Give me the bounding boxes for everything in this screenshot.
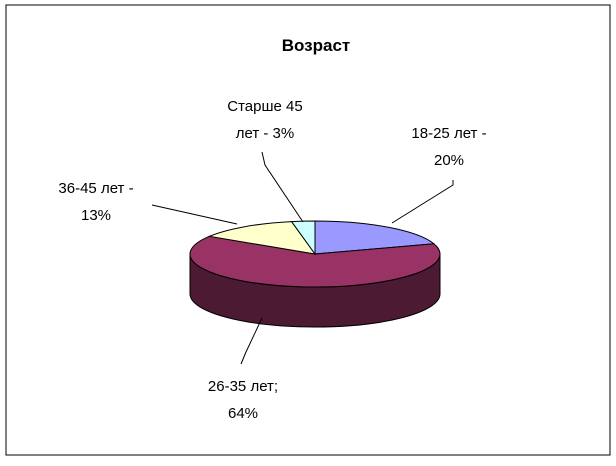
label-line: 36-45 лет - (58, 180, 133, 197)
leader-line (261, 151, 304, 223)
leader-line (240, 317, 263, 365)
label-line: Старше 45 (227, 98, 302, 115)
label-line: 13% (81, 207, 111, 224)
leader-line (151, 204, 238, 225)
label-line: 18-25 лет - (411, 125, 486, 142)
label-line: 64% (228, 405, 258, 422)
chart-title: Возраст (282, 36, 351, 55)
data-label: 18-25 лет - 20% (411, 125, 486, 169)
slice (314, 220, 436, 255)
label-line: 20% (434, 152, 464, 169)
slice (290, 220, 316, 256)
data-label: 26-35 лет; 64% (208, 378, 278, 422)
slice (207, 221, 317, 255)
label-line: 26-35 лет; (208, 378, 278, 395)
label-line: лет - 3% (236, 125, 294, 142)
data-label: 36-45 лет - 13% (58, 180, 133, 224)
leader-line (391, 180, 454, 224)
slice (189, 235, 441, 288)
data-label: Старше 45 лет - 3% (227, 98, 302, 142)
